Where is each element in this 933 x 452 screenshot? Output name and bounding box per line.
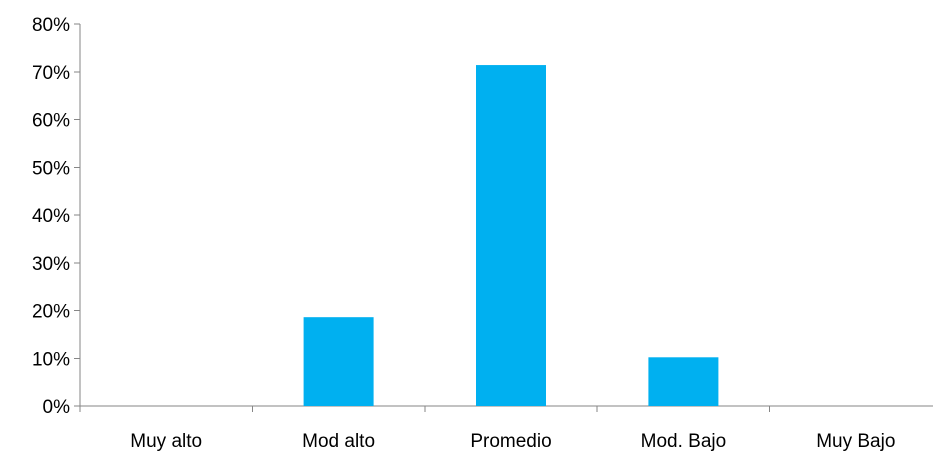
bar	[476, 65, 546, 406]
y-tick-label: 60%	[32, 111, 70, 132]
bar-series	[303, 65, 719, 406]
bar	[648, 357, 719, 406]
y-tick-label: 10%	[32, 349, 70, 370]
x-category-label: Muy Bajo	[816, 431, 895, 452]
x-category-label: Muy alto	[130, 431, 202, 452]
y-tick-label: 50%	[32, 158, 70, 179]
x-category-label: Promedio	[470, 431, 551, 452]
bar	[303, 317, 374, 406]
y-axis: 0% 10% 20% 30% 40% 50% 60% 70% 80%	[32, 15, 81, 418]
y-tick-label: 80%	[32, 15, 70, 36]
x-axis: Muy alto Mod alto Promedio Mod. Bajo Muy Baj…	[79, 405, 933, 452]
x-category-label: Mod. Bajo	[641, 431, 727, 452]
y-tick-label: 30%	[32, 254, 70, 275]
x-category-label: Mod alto	[302, 431, 375, 452]
y-tick-label: 0%	[43, 397, 71, 418]
y-tick-label: 20%	[32, 302, 70, 323]
y-tick-label: 40%	[32, 206, 70, 227]
y-tick-label: 70%	[32, 63, 70, 84]
